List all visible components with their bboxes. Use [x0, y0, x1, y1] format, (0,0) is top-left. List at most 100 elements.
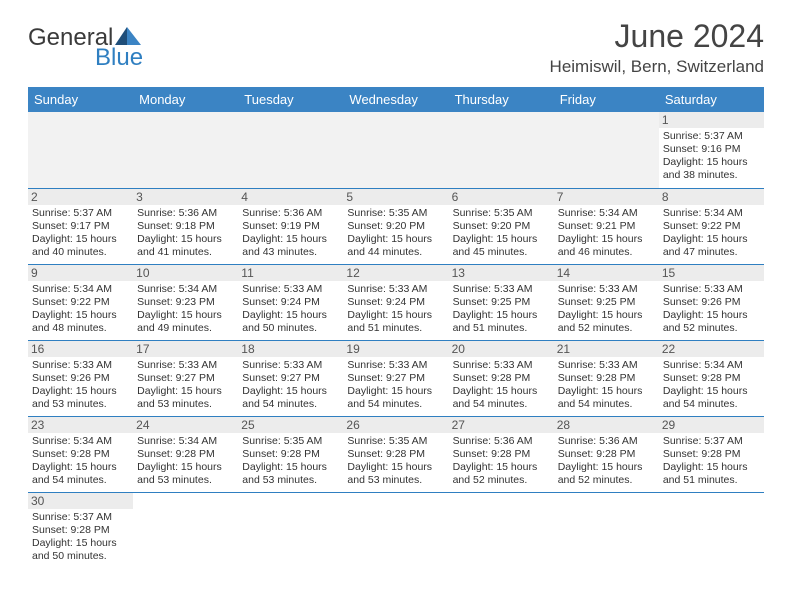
day-info: Sunrise: 5:33 AMSunset: 9:26 PMDaylight:… [32, 359, 129, 412]
day-number: 21 [554, 341, 659, 357]
day-number: 7 [554, 189, 659, 205]
day-number: 11 [238, 265, 343, 281]
day-number: 17 [133, 341, 238, 357]
day-number: 25 [238, 417, 343, 433]
day-info: Sunrise: 5:33 AMSunset: 9:28 PMDaylight:… [453, 359, 550, 412]
day-number: 12 [343, 265, 448, 281]
day-number: 19 [343, 341, 448, 357]
weekday-header: Saturday [659, 87, 764, 112]
brand-part2: Blue [95, 44, 143, 72]
calendar-cell: 11 Sunrise: 5:33 AMSunset: 9:24 PMDayligh… [238, 264, 343, 340]
location: Heimiswil, Bern, Switzerland [550, 57, 764, 77]
day-info: Sunrise: 5:33 AMSunset: 9:28 PMDaylight:… [558, 359, 655, 412]
calendar-cell: 4 Sunrise: 5:36 AMSunset: 9:19 PMDaylight… [238, 188, 343, 264]
calendar-cell: 7 Sunrise: 5:34 AMSunset: 9:21 PMDaylight… [554, 188, 659, 264]
day-info: Sunrise: 5:33 AMSunset: 9:25 PMDaylight:… [453, 283, 550, 336]
calendar-table: SundayMondayTuesdayWednesdayThursdayFrid… [28, 87, 764, 568]
calendar-cell: 28Sunrise: 5:36 AMSunset: 9:28 PMDayligh… [554, 416, 659, 492]
calendar-cell: 15Sunrise: 5:33 AMSunset: 9:26 PMDayligh… [659, 264, 764, 340]
day-info: Sunrise: 5:35 AMSunset: 9:20 PMDaylight:… [453, 207, 550, 260]
calendar-cell [554, 112, 659, 188]
day-number: 23 [28, 417, 133, 433]
day-number: 4 [238, 189, 343, 205]
weekday-header: Thursday [449, 87, 554, 112]
weekday-header: Sunday [28, 87, 133, 112]
calendar-cell: 18Sunrise: 5:33 AMSunset: 9:27 PMDayligh… [238, 340, 343, 416]
day-info: Sunrise: 5:34 AMSunset: 9:28 PMDaylight:… [32, 435, 129, 488]
weekday-header: Monday [133, 87, 238, 112]
calendar-cell: 27Sunrise: 5:36 AMSunset: 9:28 PMDayligh… [449, 416, 554, 492]
day-number: 6 [449, 189, 554, 205]
day-number: 1 [659, 112, 764, 128]
day-info: Sunrise: 5:34 AMSunset: 9:22 PMDaylight:… [32, 283, 129, 336]
calendar-cell: 3 Sunrise: 5:36 AMSunset: 9:18 PMDaylight… [133, 188, 238, 264]
calendar-cell: 20 Sunrise: 5:33 AMSunset: 9:28 PMDayligh… [449, 340, 554, 416]
calendar-cell: 10 Sunrise: 5:34 AMSunset: 9:23 PMDayligh… [133, 264, 238, 340]
day-number: 15 [659, 265, 764, 281]
day-number: 10 [133, 265, 238, 281]
day-number: 3 [133, 189, 238, 205]
calendar-cell: 6 Sunrise: 5:35 AMSunset: 9:20 PMDaylight… [449, 188, 554, 264]
month-title: June 2024 [550, 18, 764, 55]
day-number: 2 [28, 189, 133, 205]
calendar-cell: 13 Sunrise: 5:33 AMSunset: 9:25 PMDayligh… [449, 264, 554, 340]
calendar-cell: 1 Sunrise: 5:37 AMSunset: 9:16 PMDaylight… [659, 112, 764, 188]
day-info: Sunrise: 5:37 AMSunset: 9:28 PMDaylight:… [32, 511, 129, 564]
day-info: Sunrise: 5:34 AMSunset: 9:21 PMDaylight:… [558, 207, 655, 260]
calendar-cell [238, 112, 343, 188]
day-info: Sunrise: 5:33 AMSunset: 9:24 PMDaylight:… [242, 283, 339, 336]
day-info: Sunrise: 5:37 AMSunset: 9:28 PMDaylight:… [663, 435, 760, 488]
calendar-cell: 30Sunrise: 5:37 AMSunset: 9:28 PMDayligh… [28, 492, 133, 568]
calendar-cell: 5Sunrise: 5:35 AMSunset: 9:20 PMDaylight… [343, 188, 448, 264]
calendar-cell: 16Sunrise: 5:33 AMSunset: 9:26 PMDayligh… [28, 340, 133, 416]
day-number: 5 [343, 189, 448, 205]
calendar-cell [238, 492, 343, 568]
calendar-cell: 26 Sunrise: 5:35 AMSunset: 9:28 PMDayligh… [343, 416, 448, 492]
day-info: Sunrise: 5:35 AMSunset: 9:28 PMDaylight:… [242, 435, 339, 488]
day-number: 20 [449, 341, 554, 357]
calendar-cell: 14Sunrise: 5:33 AMSunset: 9:25 PMDayligh… [554, 264, 659, 340]
day-number: 13 [449, 265, 554, 281]
calendar-cell [28, 112, 133, 188]
calendar-cell: 23 Sunrise: 5:34 AMSunset: 9:28 PMDayligh… [28, 416, 133, 492]
calendar-cell: 22 Sunrise: 5:34 AMSunset: 9:28 PMDayligh… [659, 340, 764, 416]
day-info: Sunrise: 5:33 AMSunset: 9:27 PMDaylight:… [347, 359, 444, 412]
weekday-header: Friday [554, 87, 659, 112]
calendar-cell [449, 112, 554, 188]
day-info: Sunrise: 5:33 AMSunset: 9:24 PMDaylight:… [347, 283, 444, 336]
day-info: Sunrise: 5:34 AMSunset: 9:23 PMDaylight:… [137, 283, 234, 336]
day-number: 22 [659, 341, 764, 357]
weekday-header: Tuesday [238, 87, 343, 112]
calendar-cell [554, 492, 659, 568]
calendar-cell: 8 Sunrise: 5:34 AMSunset: 9:22 PMDaylight… [659, 188, 764, 264]
calendar-cell: 12 Sunrise: 5:33 AMSunset: 9:24 PMDayligh… [343, 264, 448, 340]
calendar-cell: 17Sunrise: 5:33 AMSunset: 9:27 PMDayligh… [133, 340, 238, 416]
day-info: Sunrise: 5:33 AMSunset: 9:27 PMDaylight:… [242, 359, 339, 412]
day-info: Sunrise: 5:34 AMSunset: 9:28 PMDaylight:… [137, 435, 234, 488]
day-info: Sunrise: 5:34 AMSunset: 9:22 PMDaylight:… [663, 207, 760, 260]
day-info: Sunrise: 5:34 AMSunset: 9:28 PMDaylight:… [663, 359, 760, 412]
calendar-cell: 21 Sunrise: 5:33 AMSunset: 9:28 PMDayligh… [554, 340, 659, 416]
day-number: 9 [28, 265, 133, 281]
day-info: Sunrise: 5:35 AMSunset: 9:28 PMDaylight:… [347, 435, 444, 488]
calendar-cell [659, 492, 764, 568]
calendar-cell: 29 Sunrise: 5:37 AMSunset: 9:28 PMDayligh… [659, 416, 764, 492]
day-info: Sunrise: 5:37 AMSunset: 9:16 PMDaylight:… [663, 130, 760, 183]
day-number: 26 [343, 417, 448, 433]
day-number: 8 [659, 189, 764, 205]
calendar-cell [449, 492, 554, 568]
calendar-cell: 24 Sunrise: 5:34 AMSunset: 9:28 PMDayligh… [133, 416, 238, 492]
calendar-cell [343, 492, 448, 568]
day-info: Sunrise: 5:36 AMSunset: 9:18 PMDaylight:… [137, 207, 234, 260]
calendar-cell [343, 112, 448, 188]
calendar-cell: 19 Sunrise: 5:33 AMSunset: 9:27 PMDayligh… [343, 340, 448, 416]
day-info: Sunrise: 5:33 AMSunset: 9:25 PMDaylight:… [558, 283, 655, 336]
calendar-cell [133, 112, 238, 188]
calendar-cell [133, 492, 238, 568]
day-number: 28 [554, 417, 659, 433]
day-info: Sunrise: 5:36 AMSunset: 9:19 PMDaylight:… [242, 207, 339, 260]
day-number: 29 [659, 417, 764, 433]
calendar-cell: 2Sunrise: 5:37 AMSunset: 9:17 PMDaylight… [28, 188, 133, 264]
weekday-header: Wednesday [343, 87, 448, 112]
day-number: 24 [133, 417, 238, 433]
